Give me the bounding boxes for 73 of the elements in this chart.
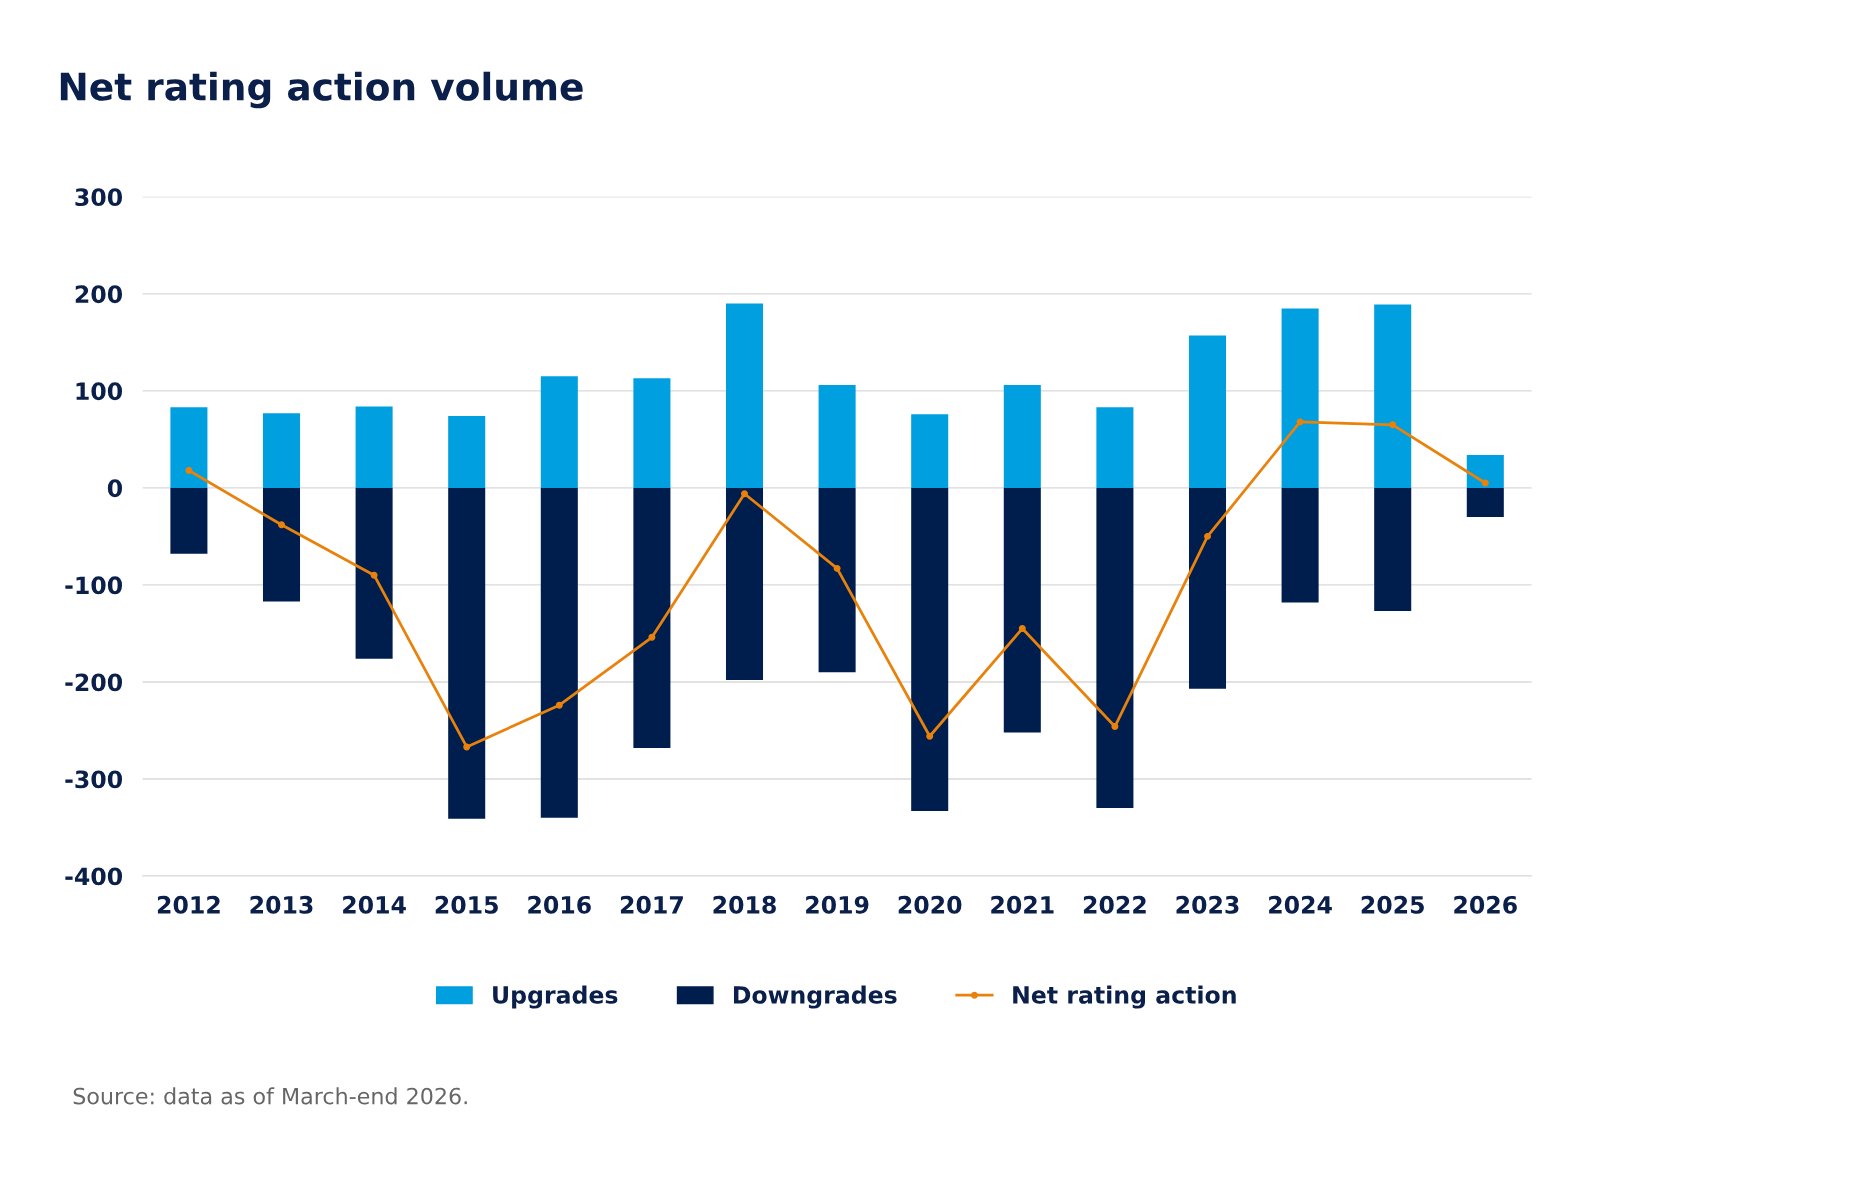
x-tick-label: 2014 <box>343 895 406 914</box>
bar <box>448 487 486 819</box>
bar <box>818 487 856 673</box>
bar <box>911 487 949 811</box>
bar <box>725 487 764 680</box>
point <box>370 571 378 579</box>
bar <box>1466 487 1504 517</box>
bar <box>448 416 486 488</box>
point <box>1018 625 1026 633</box>
y-tick-label: 200 <box>75 285 123 304</box>
x-tick-label: 2020 <box>898 895 962 914</box>
bar <box>540 487 578 818</box>
x-tick-label: 2018 <box>713 895 776 914</box>
point <box>648 633 656 641</box>
bar <box>1003 385 1041 488</box>
x-tick-label: 2022 <box>1083 895 1146 914</box>
bar <box>1096 407 1134 488</box>
point <box>185 466 193 474</box>
y-tick-label: 0 <box>107 479 123 498</box>
bar <box>170 487 208 554</box>
bar <box>262 487 301 602</box>
bar <box>1188 335 1227 488</box>
x-tick-label: 2017 <box>620 895 683 914</box>
bar <box>1188 487 1227 689</box>
x-tick-label: 2019 <box>806 895 869 914</box>
point <box>463 743 471 751</box>
bar <box>1374 304 1412 488</box>
bar <box>355 406 393 488</box>
x-tick-label: 2015 <box>435 895 498 914</box>
point <box>741 490 748 498</box>
bar <box>818 385 856 488</box>
x-tick-label: 2021 <box>991 895 1054 914</box>
point <box>926 732 934 740</box>
legend-label: Downgrades <box>733 985 897 1009</box>
legend-label: Upgrades <box>493 985 618 1009</box>
bar <box>355 487 393 659</box>
bar <box>1281 308 1319 488</box>
x-tick-label: 2024 <box>1269 895 1332 914</box>
point <box>1389 421 1397 429</box>
point <box>1296 418 1304 426</box>
y-tick-label: -200 <box>65 673 123 692</box>
point <box>1111 723 1119 731</box>
bar <box>1003 487 1041 733</box>
bar <box>170 407 208 488</box>
y-tick-label: -400 <box>65 867 123 886</box>
source-note: Source: data as of March-end 2026. <box>73 1087 467 1105</box>
x-tick-label: 2016 <box>528 895 591 914</box>
y-tick-label: -100 <box>65 576 123 595</box>
bar <box>1374 487 1412 612</box>
bar <box>540 376 578 488</box>
point <box>278 521 285 529</box>
x-tick-label: 2023 <box>1176 895 1239 914</box>
bar <box>911 414 949 488</box>
bar <box>633 378 671 488</box>
bar <box>633 487 671 748</box>
bar <box>725 303 764 488</box>
point <box>1481 479 1489 487</box>
y-tick-label: -300 <box>65 770 123 789</box>
legend-label: Net rating action <box>1013 985 1236 1009</box>
bar <box>1096 487 1134 809</box>
x-tick-label: 2026 <box>1454 895 1517 914</box>
point <box>1204 532 1211 540</box>
y-tick-label: 300 <box>75 188 123 207</box>
point <box>833 564 841 572</box>
y-tick-label: 100 <box>76 382 123 401</box>
bar <box>1466 454 1504 488</box>
bar <box>262 413 301 488</box>
x-tick-label: 2025 <box>1361 895 1424 914</box>
x-tick-label: 2013 <box>250 895 313 914</box>
point <box>555 701 563 709</box>
bar <box>1281 487 1319 603</box>
x-tick-label: 2012 <box>157 895 220 914</box>
chart-title: Net rating action volume <box>60 71 583 109</box>
